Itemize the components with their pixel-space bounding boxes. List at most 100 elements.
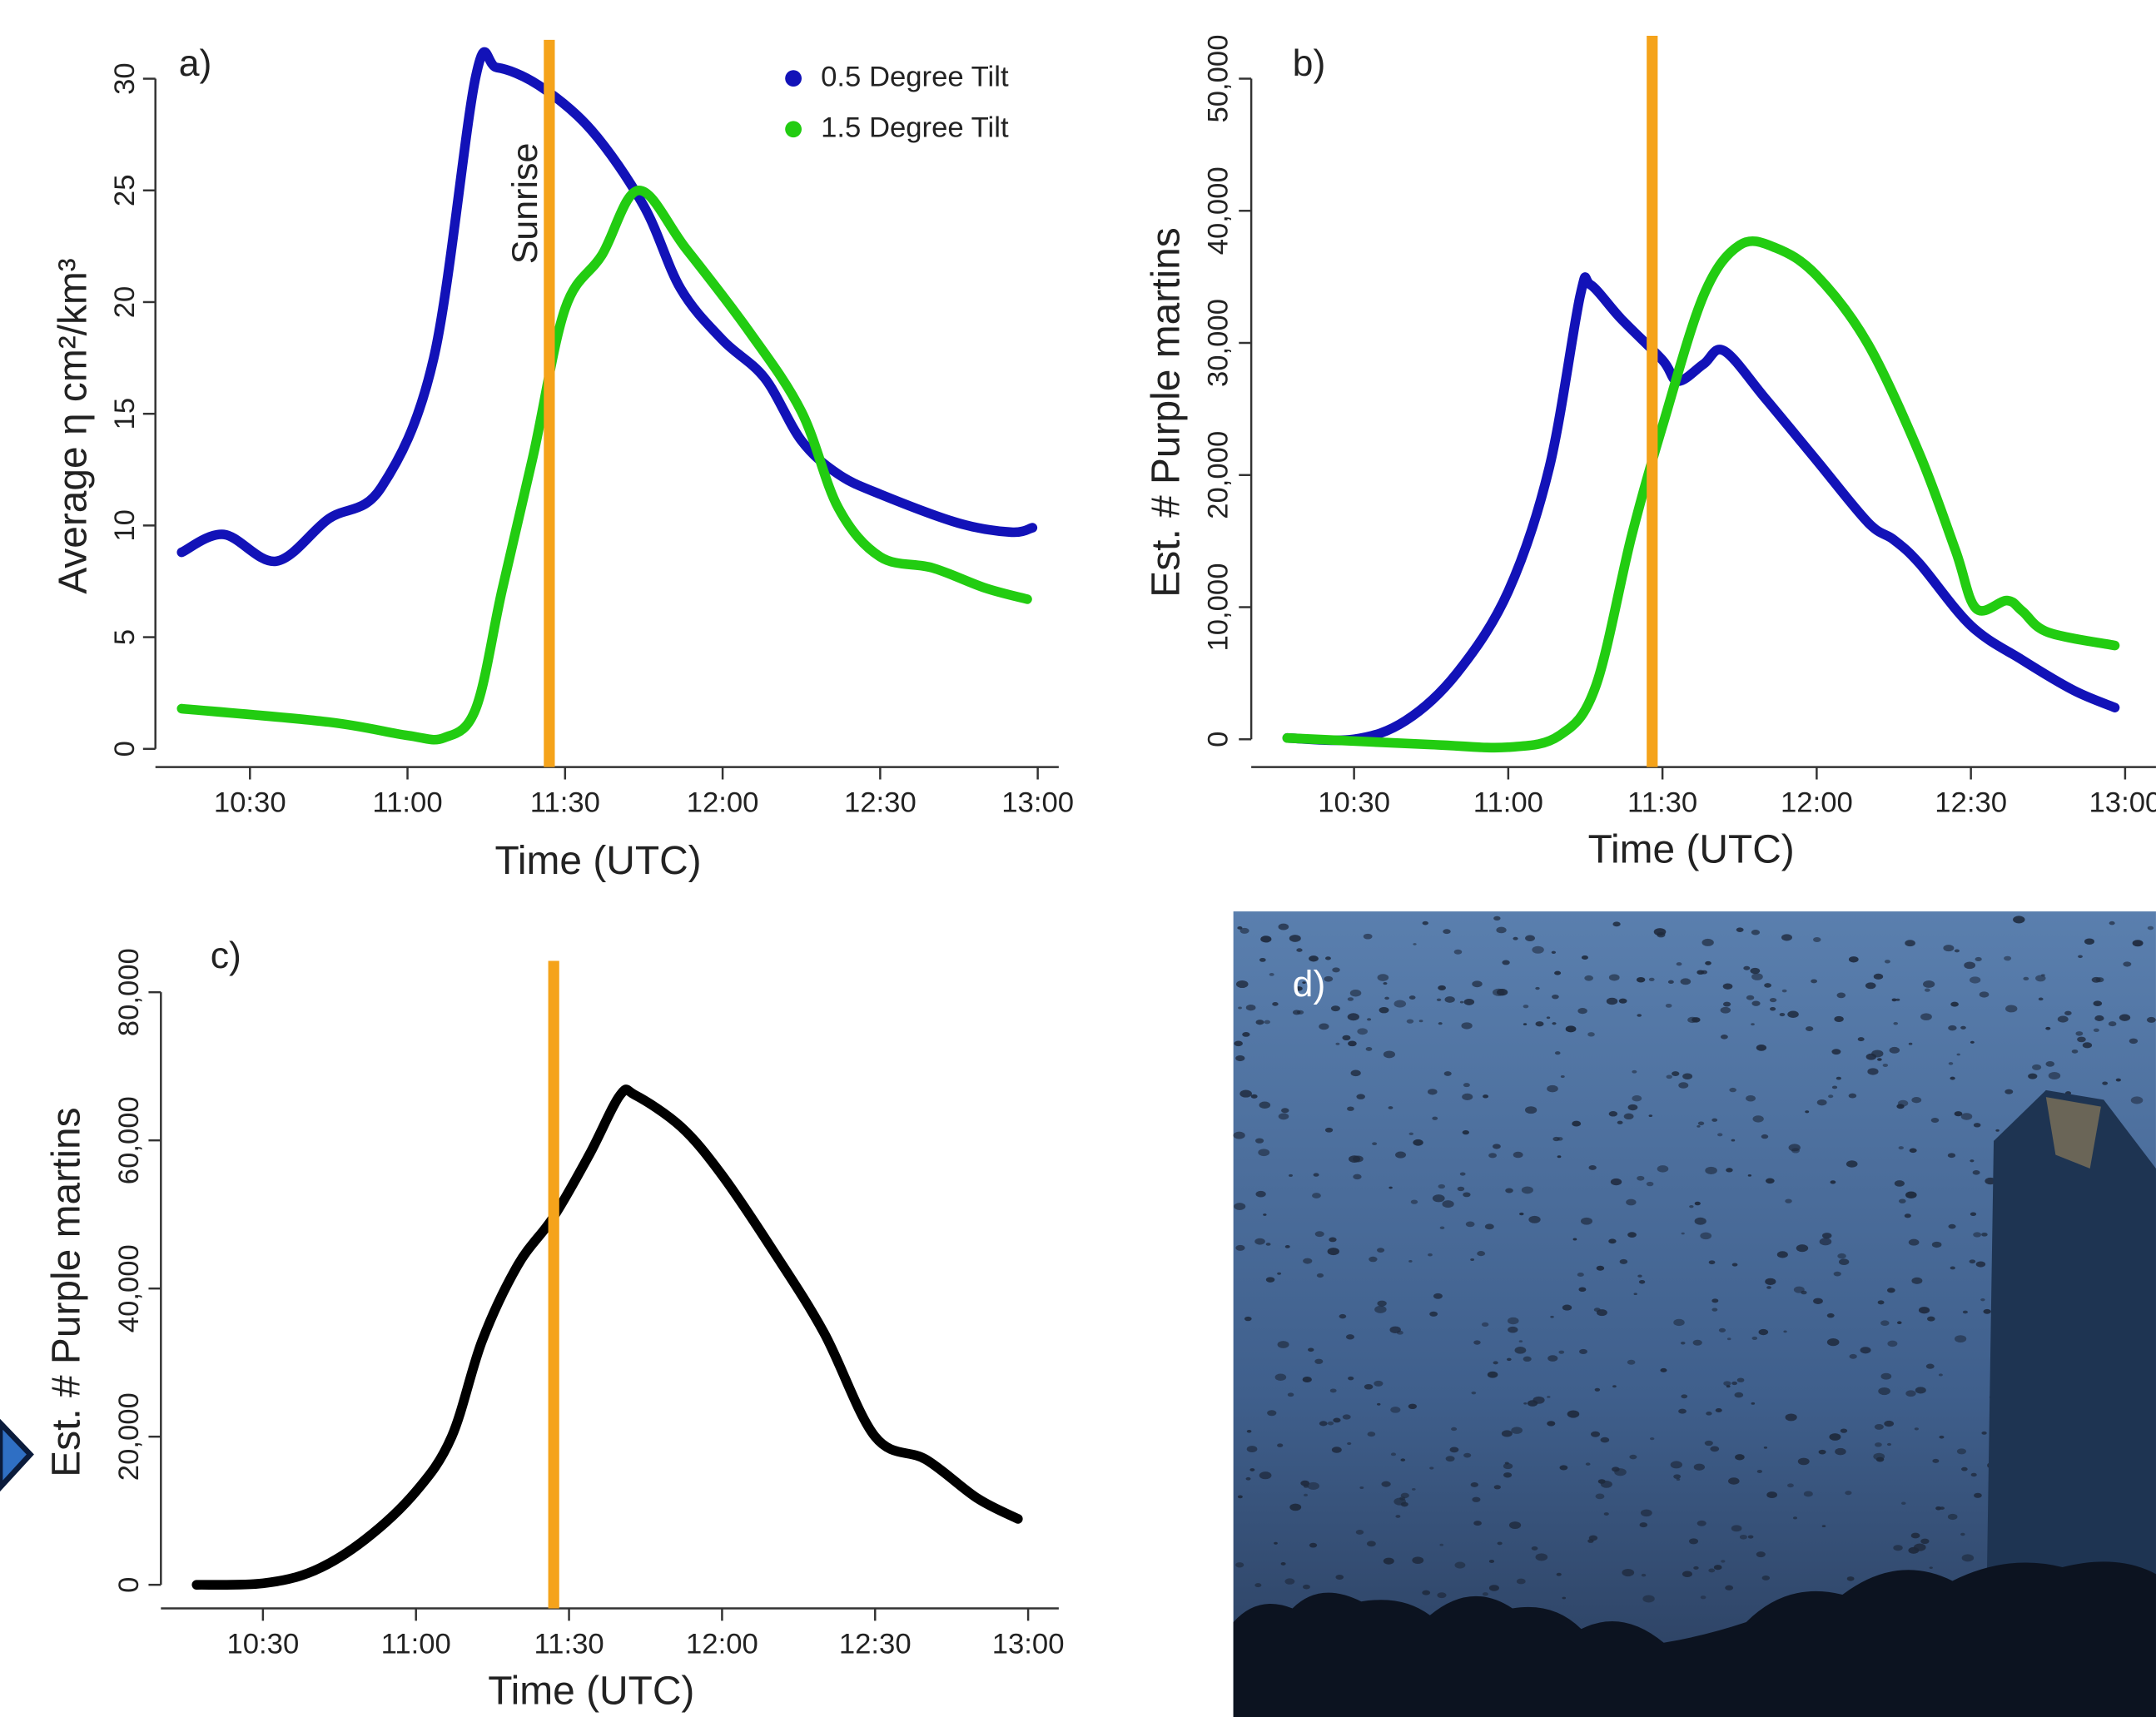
series-line: [191, 1084, 1023, 1590]
bird: [1689, 1205, 1694, 1208]
bird: [1246, 1446, 1258, 1453]
bird: [1296, 948, 1303, 952]
bird: [1329, 1237, 1337, 1243]
x-axis-title: Time (UTC): [494, 839, 701, 883]
bird: [1523, 1005, 1529, 1009]
bird: [1487, 1371, 1498, 1378]
bird: [1302, 981, 1306, 984]
bird: [2045, 1026, 2051, 1030]
bird: [1642, 1595, 1655, 1603]
bird: [1492, 1144, 1501, 1149]
bird: [1504, 1461, 1509, 1465]
y-tick-label: 20,000: [1202, 431, 1234, 519]
bird: [1577, 1008, 1587, 1015]
bird: [1886, 1442, 1892, 1447]
bird: [1239, 927, 1249, 934]
bird: [1355, 1529, 1364, 1535]
bird: [1970, 1212, 1977, 1217]
bird: [1585, 1462, 1591, 1466]
bird: [1893, 1022, 1899, 1025]
y-tick-label: 50,000: [1202, 34, 1234, 122]
bird: [1617, 1120, 1623, 1124]
bird: [1235, 1244, 1245, 1251]
bird: [1465, 1221, 1475, 1228]
bird: [1482, 1592, 1488, 1596]
bird: [1954, 949, 1960, 953]
bird: [1619, 1258, 1628, 1264]
bird: [1246, 1430, 1252, 1433]
bird: [1805, 1026, 1814, 1031]
bird: [1432, 1194, 1445, 1203]
bird: [1726, 1337, 1731, 1341]
bird: [1443, 1071, 1452, 1076]
bird: [1451, 1427, 1458, 1432]
bird: [1904, 1213, 1911, 1218]
bird: [1715, 1407, 1722, 1413]
bird: [1254, 1583, 1262, 1588]
bird: [1559, 1465, 1568, 1471]
bird: [1484, 1223, 1494, 1230]
bird: [1756, 1470, 1762, 1473]
bird: [1390, 1407, 1401, 1413]
bird: [1665, 1003, 1672, 1008]
bird: [1518, 1340, 1523, 1343]
bird: [1693, 1566, 1699, 1570]
x-tick-label: 11:30: [1627, 787, 1697, 818]
bird: [1513, 1151, 1523, 1159]
bird: [1413, 943, 1417, 945]
bird: [1535, 1021, 1544, 1027]
bird: [1612, 1385, 1617, 1388]
bird: [1831, 1085, 1838, 1089]
bird: [1713, 1565, 1722, 1571]
bird: [1596, 1265, 1605, 1271]
bird: [1608, 974, 1620, 981]
bird: [1463, 1083, 1470, 1088]
bird: [1493, 916, 1501, 921]
bird: [1349, 989, 1362, 997]
bird: [1461, 1022, 1473, 1030]
bird: [1700, 1595, 1706, 1600]
bird: [2057, 1015, 2069, 1023]
bird: [1681, 1232, 1685, 1235]
bird: [1335, 1574, 1344, 1580]
bird: [1473, 1521, 1482, 1526]
bird: [1711, 1308, 1718, 1312]
bird: [1731, 1139, 1736, 1142]
bird: [1377, 974, 1389, 981]
bird: [1761, 1575, 1771, 1581]
bird: [1726, 1168, 1733, 1173]
bird: [1367, 1018, 1372, 1021]
bird: [1813, 1298, 1823, 1304]
bird: [1914, 1427, 1919, 1431]
bird: [2028, 1073, 2038, 1079]
bird: [1506, 1357, 1512, 1362]
bird: [2048, 1071, 2061, 1079]
bird: [1729, 1087, 1736, 1093]
bird: [1281, 1108, 1289, 1114]
bird: [1764, 983, 1772, 988]
bird: [1289, 935, 1301, 942]
bird: [1935, 1506, 1942, 1511]
bird: [1449, 1447, 1459, 1453]
bird: [1348, 1040, 1357, 1047]
bird: [1597, 1479, 1606, 1484]
bird: [1377, 1248, 1385, 1253]
bird: [1930, 1118, 1940, 1124]
bird: [1848, 956, 1859, 963]
bird: [1751, 1402, 1756, 1405]
bird: [1316, 1273, 1324, 1278]
bird: [1747, 1174, 1752, 1177]
bird: [1327, 1248, 1339, 1256]
bird: [1412, 1556, 1424, 1565]
bird: [1470, 1258, 1475, 1262]
y-tick-label: 20: [109, 286, 141, 319]
bird: [1438, 1184, 1446, 1189]
bird: [1743, 965, 1751, 970]
bird: [1776, 1251, 1788, 1258]
bird: [1433, 1293, 1443, 1299]
bird: [1527, 1400, 1538, 1407]
bird: [1587, 1032, 1595, 1037]
bird: [1927, 1316, 1935, 1322]
bird: [1948, 1025, 1957, 1031]
bird: [1562, 1596, 1567, 1600]
